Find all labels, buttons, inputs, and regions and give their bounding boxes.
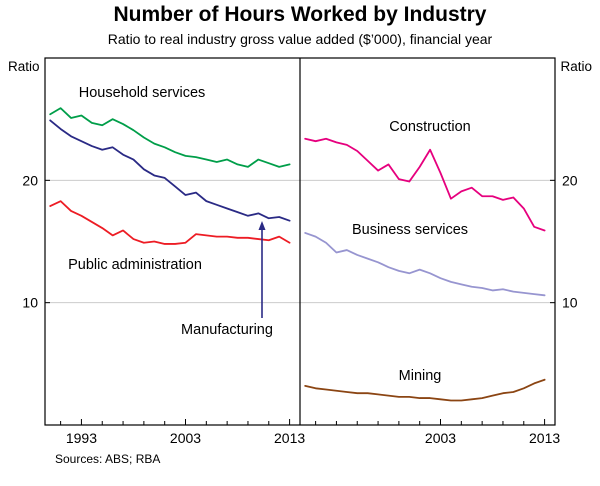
series-business-services-label: Business services xyxy=(352,222,468,238)
x-tick-label-left-1993: 1993 xyxy=(66,430,97,446)
y-tick-label-right-10: 10 xyxy=(562,295,578,311)
series-construction-label: Construction xyxy=(389,119,470,135)
series-household-services-line xyxy=(49,107,291,168)
chart-title: Number of Hours Worked by Industry xyxy=(113,3,487,26)
series-household-services-label: Household services xyxy=(79,85,206,101)
series-construction-line xyxy=(304,137,546,232)
x-tick-label-right-2013: 2013 xyxy=(529,430,560,446)
manufacturing-arrow-head xyxy=(258,221,266,230)
y-tick-label-left-10: 10 xyxy=(22,295,38,311)
series-mining-label: Mining xyxy=(399,368,442,384)
x-tick-label-left-2003: 2003 xyxy=(170,430,201,446)
series-manufacturing-label: Manufacturing xyxy=(181,322,273,338)
series-business-services-line xyxy=(304,232,546,297)
series-public-administration-line xyxy=(49,200,291,245)
y-axis-unit-left: Ratio xyxy=(8,59,40,74)
series-mining-line xyxy=(304,378,546,402)
x-tick-label-right-2003: 2003 xyxy=(425,430,456,446)
y-axis-unit-right: Ratio xyxy=(560,59,592,74)
y-tick-label-left-20: 20 xyxy=(22,172,38,188)
series-public-administration-label: Public administration xyxy=(68,257,202,273)
y-tick-label-right-20: 20 xyxy=(562,172,578,188)
x-tick-label-left-2013: 2013 xyxy=(274,430,305,446)
series-manufacturing-line xyxy=(49,119,291,222)
chart-subtitle: Ratio to real industry gross value added… xyxy=(107,31,493,47)
sources-note: Sources: ABS; RBA xyxy=(55,452,161,466)
